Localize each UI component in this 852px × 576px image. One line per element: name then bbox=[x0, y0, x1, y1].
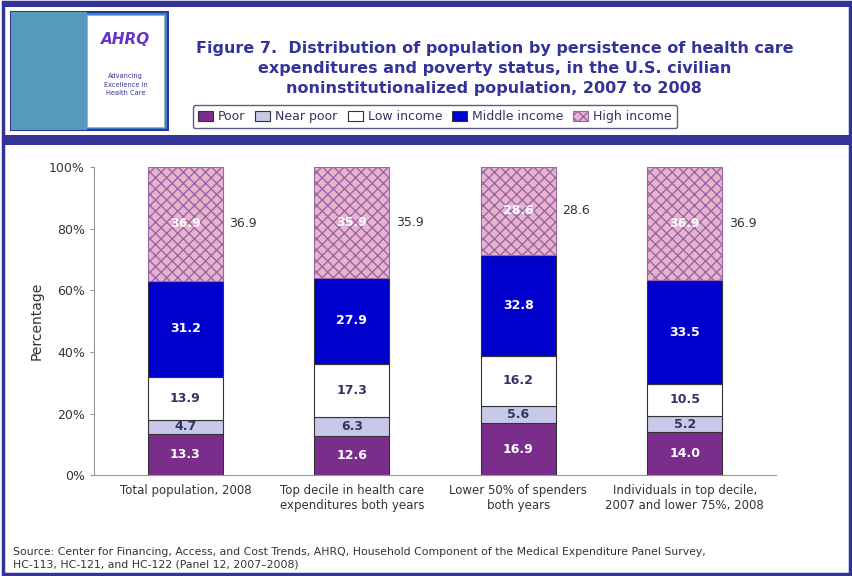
Text: 36.9: 36.9 bbox=[229, 217, 256, 230]
Text: Figure 7.  Distribution of population by persistence of health care
expenditures: Figure 7. Distribution of population by … bbox=[195, 41, 792, 96]
Bar bbox=[147, 281, 222, 377]
Bar bbox=[314, 417, 389, 437]
Bar bbox=[147, 377, 222, 420]
Y-axis label: Percentage: Percentage bbox=[29, 282, 43, 360]
Text: 33.5: 33.5 bbox=[669, 325, 699, 339]
Text: 35.9: 35.9 bbox=[336, 216, 366, 229]
Text: 36.9: 36.9 bbox=[669, 217, 699, 230]
Bar bbox=[314, 278, 389, 363]
Bar bbox=[147, 434, 222, 475]
Text: 28.6: 28.6 bbox=[561, 204, 590, 217]
Text: AHRQ: AHRQ bbox=[101, 32, 150, 47]
Bar bbox=[147, 167, 222, 281]
Bar bbox=[3, 2, 849, 7]
Text: 14.0: 14.0 bbox=[669, 447, 699, 460]
Text: 13.3: 13.3 bbox=[170, 448, 200, 461]
Text: 16.2: 16.2 bbox=[502, 374, 533, 388]
Bar bbox=[647, 432, 722, 475]
Text: 4.7: 4.7 bbox=[174, 420, 196, 434]
Text: 31.2: 31.2 bbox=[170, 323, 200, 335]
Bar bbox=[314, 437, 389, 475]
Text: 28.6: 28.6 bbox=[503, 204, 533, 217]
Text: 5.2: 5.2 bbox=[673, 418, 695, 430]
Bar bbox=[314, 363, 389, 417]
Bar bbox=[647, 416, 722, 432]
Bar bbox=[481, 255, 555, 356]
Text: Source: Center for Financing, Access, and Cost Trends, AHRQ, Household Component: Source: Center for Financing, Access, an… bbox=[13, 547, 705, 569]
Text: 12.6: 12.6 bbox=[336, 449, 367, 463]
Text: 36.9: 36.9 bbox=[170, 217, 200, 230]
Bar bbox=[481, 166, 555, 255]
Text: 6.3: 6.3 bbox=[341, 420, 362, 433]
Text: 36.9: 36.9 bbox=[728, 217, 756, 230]
Text: 13.9: 13.9 bbox=[170, 392, 200, 405]
Text: 32.8: 32.8 bbox=[503, 299, 533, 312]
Bar bbox=[481, 356, 555, 406]
Bar bbox=[147, 420, 222, 434]
Text: 5.6: 5.6 bbox=[507, 408, 529, 421]
Text: 35.9: 35.9 bbox=[395, 216, 423, 229]
Bar bbox=[481, 423, 555, 475]
Text: 27.9: 27.9 bbox=[336, 314, 367, 327]
Bar bbox=[647, 166, 722, 281]
Text: 17.3: 17.3 bbox=[336, 384, 367, 397]
Legend: Poor, Near poor, Low income, Middle income, High income: Poor, Near poor, Low income, Middle inco… bbox=[193, 105, 676, 128]
Bar bbox=[87, 15, 164, 127]
Text: 16.9: 16.9 bbox=[503, 443, 533, 456]
Bar bbox=[11, 13, 87, 130]
Bar bbox=[647, 281, 722, 384]
Text: 10.5: 10.5 bbox=[669, 393, 699, 406]
Bar bbox=[11, 13, 168, 130]
Bar bbox=[314, 167, 389, 278]
Bar bbox=[481, 406, 555, 423]
Text: Advancing
Excellence in
Health Care: Advancing Excellence in Health Care bbox=[103, 73, 147, 96]
Bar bbox=[647, 384, 722, 416]
